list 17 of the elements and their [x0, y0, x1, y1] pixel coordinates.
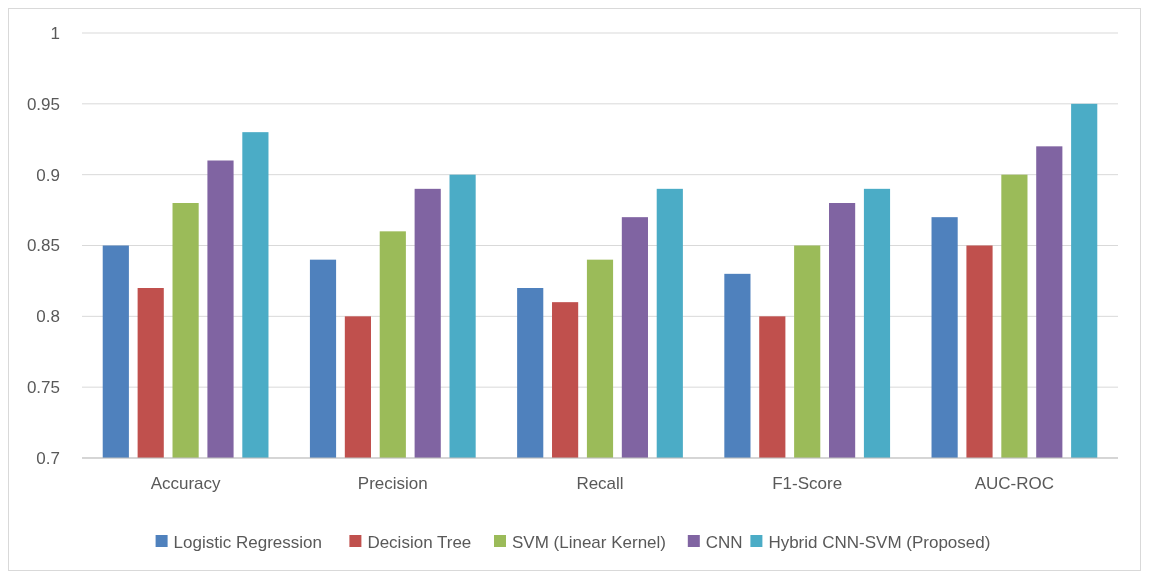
y-tick-label: 0.95 [26, 94, 60, 114]
x-tick-label: Recall [576, 474, 624, 493]
legend-label: Logistic Regression [173, 532, 322, 552]
legend-label: SVM (Linear Kernel) [512, 532, 667, 552]
y-tick-label: 0.75 [26, 378, 60, 398]
legend-label: Decision Tree [367, 532, 472, 552]
y-tick-label: 0.7 [36, 448, 60, 468]
x-tick-label: Accuracy [150, 474, 222, 493]
y-tick-label: 0.85 [26, 236, 60, 256]
y-tick-label: 0.9 [36, 165, 60, 185]
legend-label: CNN [705, 532, 743, 552]
x-tick-label: Precision [357, 474, 428, 493]
x-tick-label: F1-Score [772, 474, 843, 493]
legend-label: Hybrid CNN-SVM (Proposed) [768, 532, 991, 552]
y-tick-label: 0.8 [36, 307, 60, 327]
x-tick-label: AUC-ROC [974, 474, 1055, 493]
y-tick-label: 1 [50, 23, 60, 43]
